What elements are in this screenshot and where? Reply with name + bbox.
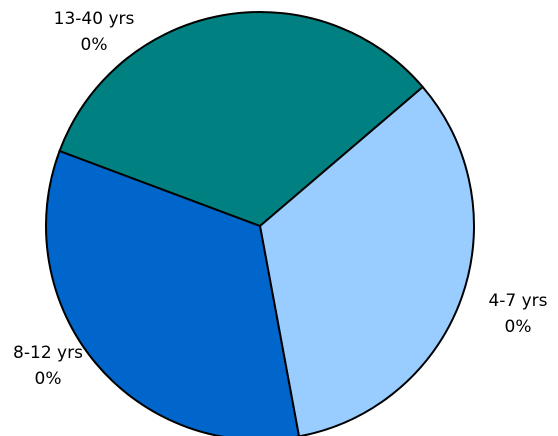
pie-slice-13-40-yrs bbox=[58, 11, 425, 228]
slice-value-label: 0% bbox=[81, 35, 108, 55]
pie-slice-4-7-yrs bbox=[258, 85, 475, 436]
slice-category-label: 13-40 yrs bbox=[54, 9, 135, 29]
labels-group: 13-40 yrs 0% 4-7 yrs 0% 8-12 yrs 0% bbox=[13, 9, 548, 389]
slice-value-label: 0% bbox=[35, 369, 62, 389]
pie-slice-8-12-yrs bbox=[45, 149, 300, 436]
slice-category-label: 4-7 yrs bbox=[488, 291, 547, 311]
slices-group bbox=[45, 11, 475, 436]
slice-category-label: 8-12 yrs bbox=[13, 343, 83, 363]
slice-value-label: 0% bbox=[505, 317, 532, 337]
